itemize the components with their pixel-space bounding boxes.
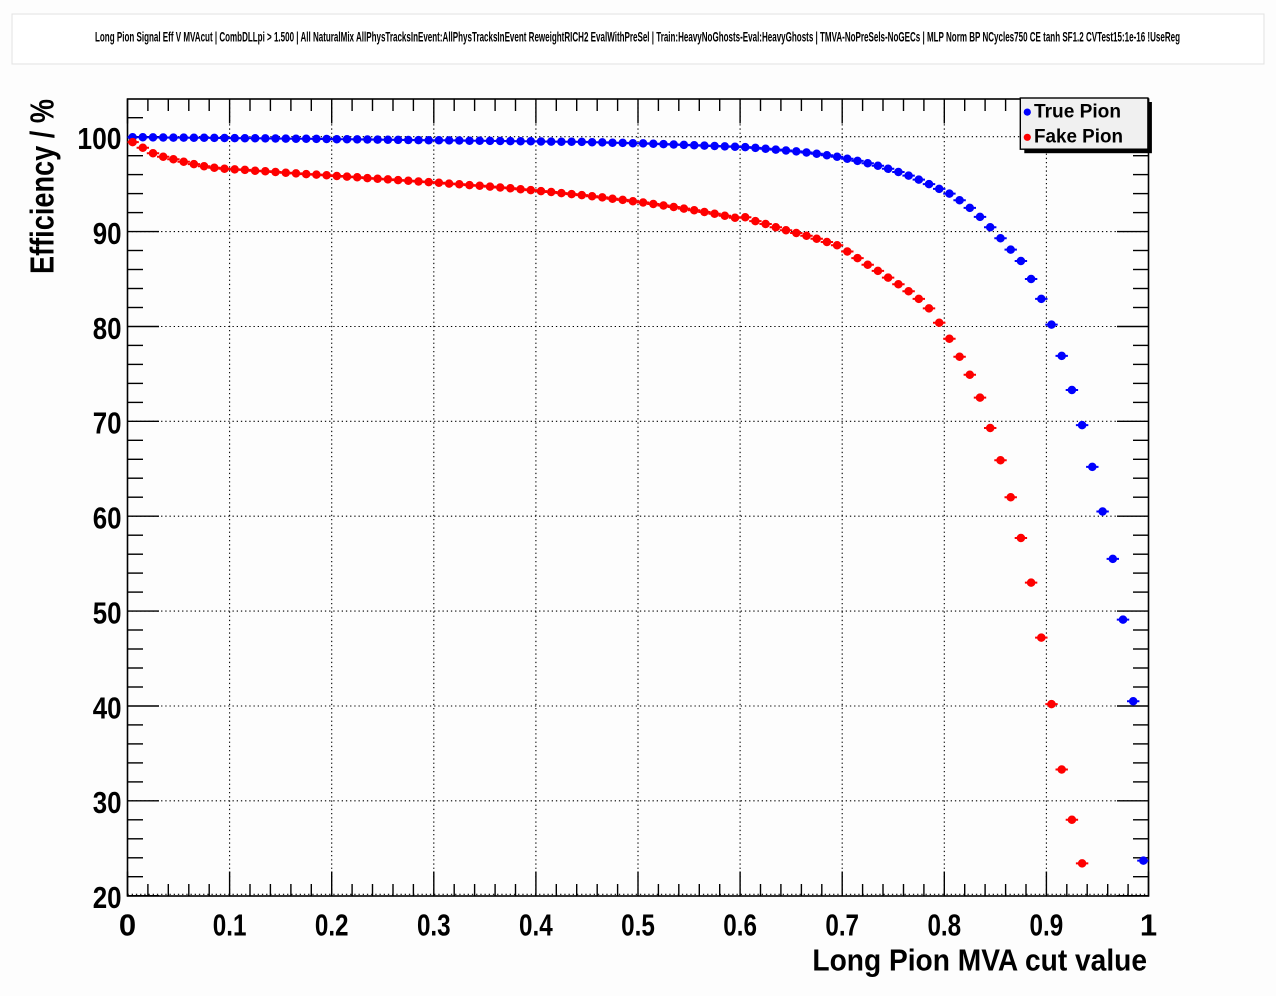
svg-text:20: 20 <box>93 880 122 915</box>
svg-text:100: 100 <box>77 121 121 156</box>
svg-text:0.4: 0.4 <box>519 908 553 943</box>
svg-text:0.3: 0.3 <box>417 908 451 943</box>
svg-text:0.2: 0.2 <box>315 908 349 943</box>
svg-text:60: 60 <box>93 501 122 536</box>
svg-text:Efficiency / %: Efficiency / % <box>25 99 62 274</box>
svg-text:1: 1 <box>1140 908 1157 943</box>
svg-text:80: 80 <box>93 311 122 346</box>
svg-text:0: 0 <box>119 908 136 943</box>
svg-text:70: 70 <box>93 406 122 441</box>
svg-text:50: 50 <box>93 596 122 631</box>
svg-text:30: 30 <box>93 785 122 820</box>
svg-text:90: 90 <box>93 216 122 251</box>
svg-text:0.1: 0.1 <box>213 908 247 943</box>
svg-text:40: 40 <box>93 690 122 725</box>
svg-text:0.5: 0.5 <box>621 908 655 943</box>
svg-text:True Pion: True Pion <box>1034 101 1121 123</box>
svg-text:Fake Pion: Fake Pion <box>1034 125 1123 147</box>
svg-text:Long Pion MVA cut value: Long Pion MVA cut value <box>812 942 1147 977</box>
svg-text:Long Pion Signal Eff V MVAcut: Long Pion Signal Eff V MVAcut | CombDLLp… <box>95 30 1180 45</box>
svg-text:0.7: 0.7 <box>825 908 859 943</box>
svg-text:0.6: 0.6 <box>723 908 757 943</box>
svg-text:0.9: 0.9 <box>1030 908 1064 943</box>
svg-text:0.8: 0.8 <box>927 908 961 943</box>
